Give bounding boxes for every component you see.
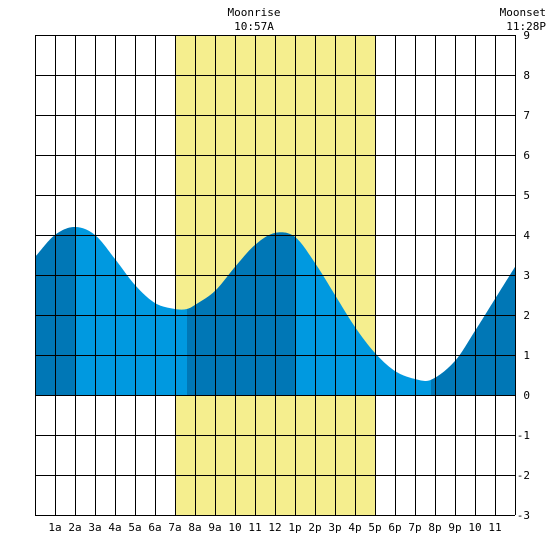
- tide-dark-band: [431, 267, 515, 395]
- x-tick-label: 12: [268, 521, 281, 534]
- x-tick-label: 4p: [348, 521, 361, 534]
- x-tick-label: 7p: [408, 521, 421, 534]
- x-axis-labels: 1a 2a 3a 4a 5a 6a 7a 8a 9a 10 11 12 1p 2p 3p 4p 5p 6p 7p 8p…: [48, 521, 501, 534]
- y-tick-label: -1: [517, 429, 530, 442]
- y-tick-label: 4: [523, 229, 530, 242]
- x-tick-label: 8p: [428, 521, 441, 534]
- x-tick-label: 6a: [148, 521, 161, 534]
- x-tick-label: 1p: [288, 521, 301, 534]
- x-tick-label: 5p: [368, 521, 381, 534]
- tide-dark-band: [187, 232, 295, 395]
- x-tick-label: 9p: [448, 521, 461, 534]
- moonset-label: Moonset: [500, 6, 546, 19]
- y-tick-label: 6: [523, 149, 530, 162]
- x-tick-label: 11: [488, 521, 501, 534]
- y-axis-labels: -3 -2 -1 0 1 2 3 4 5 6 7 8 9: [517, 29, 531, 522]
- y-tick-label: -3: [517, 509, 530, 522]
- x-tick-label: 6p: [388, 521, 401, 534]
- y-tick-label: -2: [517, 469, 530, 482]
- x-tick-label: 10: [228, 521, 241, 534]
- y-tick-label: 8: [523, 69, 530, 82]
- x-tick-label: 5a: [128, 521, 141, 534]
- x-tick-label: 2a: [68, 521, 81, 534]
- y-tick-label: 1: [523, 349, 530, 362]
- y-tick-label: 7: [523, 109, 530, 122]
- y-tick-label: 3: [523, 269, 530, 282]
- moonrise-time: 10:57A: [234, 20, 274, 33]
- y-tick-label: 9: [523, 29, 530, 42]
- x-tick-label: 2p: [308, 521, 321, 534]
- x-tick-label: 9a: [208, 521, 221, 534]
- x-tick-label: 4a: [108, 521, 121, 534]
- moonset-time: 11:28P: [506, 20, 546, 33]
- x-tick-label: 10: [468, 521, 481, 534]
- x-tick-label: 1a: [48, 521, 61, 534]
- chart-grid: [35, 35, 516, 516]
- y-tick-label: 5: [523, 189, 530, 202]
- y-tick-label: 0: [523, 389, 530, 402]
- x-tick-label: 8a: [188, 521, 201, 534]
- x-tick-label: 7a: [168, 521, 181, 534]
- moonrise-label: Moonrise: [228, 6, 281, 19]
- y-tick-label: 2: [523, 309, 530, 322]
- x-tick-label: 11: [248, 521, 261, 534]
- x-tick-label: 3a: [88, 521, 101, 534]
- x-tick-label: 3p: [328, 521, 341, 534]
